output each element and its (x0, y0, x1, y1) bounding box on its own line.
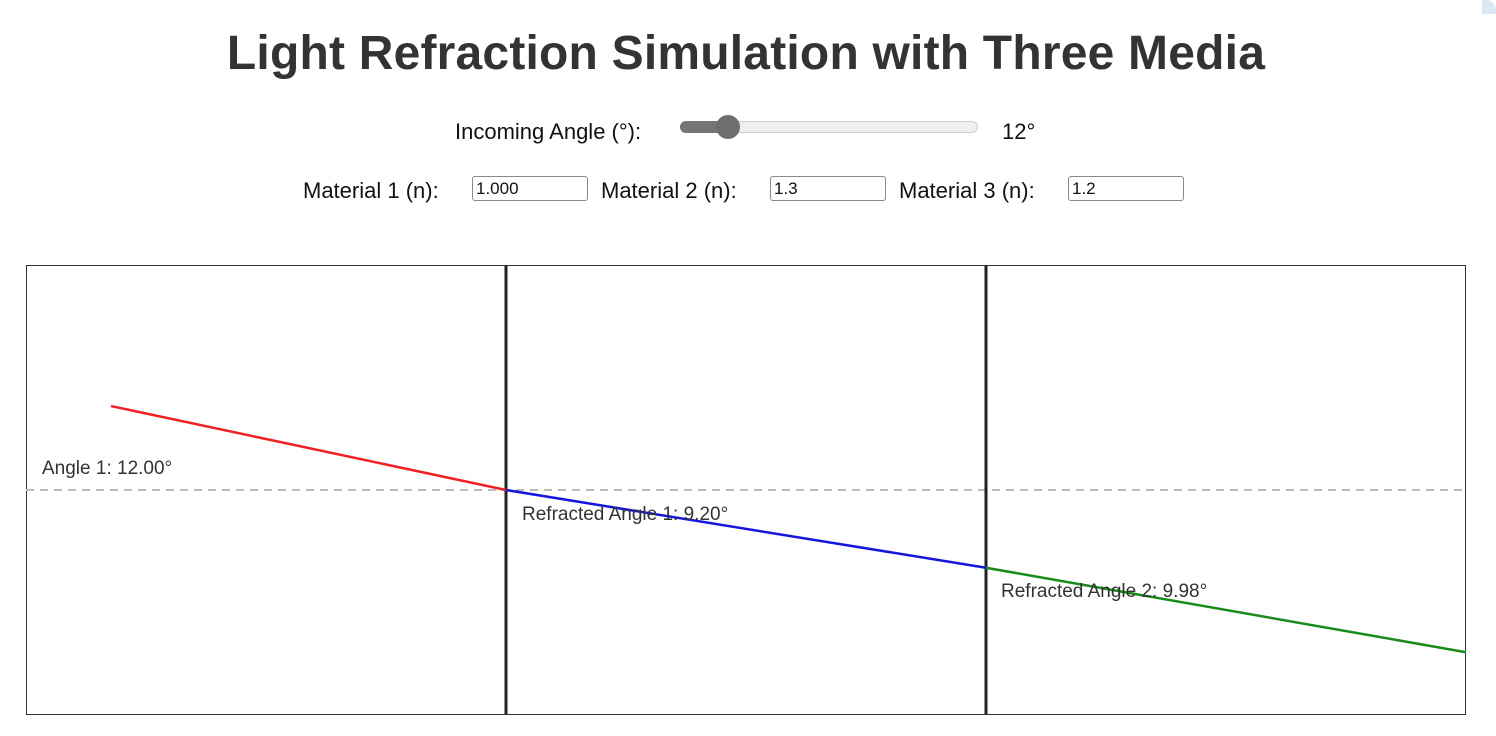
simulation-svg: Angle 1: 12.00° Refracted Angle 1: 9.20°… (26, 265, 1466, 715)
material-2-label: Material 2 (n): (601, 178, 737, 203)
refracted-angle-2-label: Refracted Angle 2: 9.98° (1001, 581, 1207, 602)
material-3-label: Material 3 (n): (899, 178, 1035, 203)
material-1-input[interactable] (472, 176, 588, 201)
slider-thumb[interactable] (716, 115, 741, 139)
incoming-angle-value: 12° (1002, 119, 1036, 144)
incoming-angle-label: Incoming Angle (°): (455, 119, 642, 144)
material-2-input[interactable] (770, 176, 886, 201)
incoming-angle-row: Incoming Angle (°): 12° (0, 112, 1492, 146)
refracted-angle-1-label: Refracted Angle 1: 9.20° (522, 504, 728, 525)
refracted-ray-1 (505, 488, 987, 569)
material-1-label: Material 1 (n): (303, 178, 439, 203)
page-title: Light Refraction Simulation with Three M… (226, 27, 1266, 80)
incident-ray (110, 404, 507, 492)
angle-1-label: Angle 1: 12.00° (42, 458, 172, 479)
simulation-canvas: Angle 1: 12.00° Refracted Angle 1: 9.20°… (26, 265, 1466, 715)
window-corner (1482, 0, 1496, 14)
material-3-input[interactable] (1068, 176, 1184, 201)
materials-row: Material 1 (n): Material 2 (n): Material… (0, 172, 1492, 208)
slider-fill (680, 121, 729, 133)
refracted-ray-2 (985, 566, 1466, 654)
incoming-angle-slider[interactable] (680, 115, 978, 139)
